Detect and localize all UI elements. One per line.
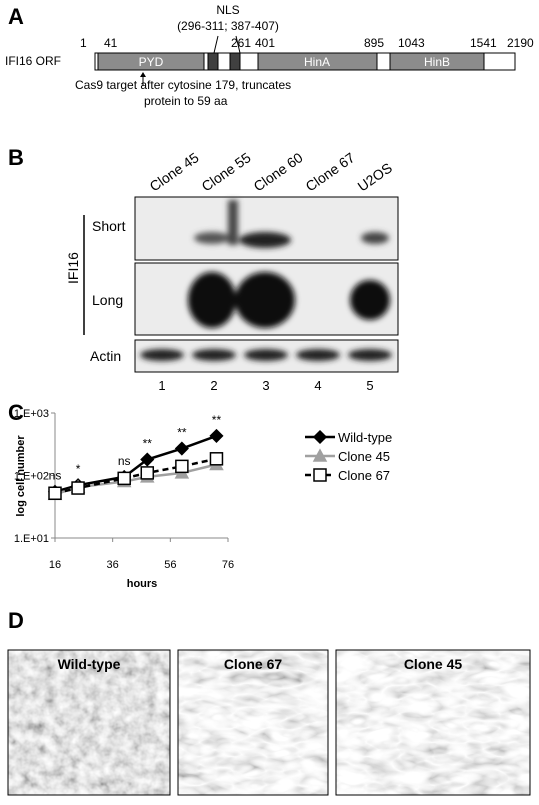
y-tick-label: 1.E+01: [14, 533, 49, 545]
x-tick-label: 16: [49, 559, 61, 571]
significance-label: ns: [49, 469, 62, 483]
position: 1043: [398, 36, 425, 50]
lane-number: 1: [158, 378, 165, 393]
marker-diamond: [174, 441, 189, 456]
panel-letter: B: [8, 145, 24, 170]
micrograph-label: Clone 67: [224, 656, 283, 672]
marker-square: [209, 452, 224, 466]
nls-title: NLS: [216, 3, 239, 17]
nls-box: [229, 52, 241, 71]
position: 895: [364, 36, 384, 50]
x-tick-label: 36: [107, 559, 119, 571]
lane-number: 2: [210, 378, 217, 393]
x-axis-label: hours: [127, 578, 158, 590]
marker-diamond: [312, 429, 328, 445]
x-tick-label: 76: [222, 559, 234, 571]
position: 2190: [507, 36, 534, 50]
position: 41: [104, 36, 118, 50]
marker-square: [48, 486, 62, 500]
nls-range: (296-311; 387-407): [177, 19, 279, 33]
micrograph-label: Wild-type: [58, 656, 121, 672]
blot-short: [134, 196, 399, 261]
legend-label: Wild-type: [338, 430, 392, 445]
marker-triangle: [312, 448, 328, 462]
orf-label: IFI16 ORF: [5, 54, 61, 68]
micrograph-label: Clone 45: [404, 656, 463, 672]
lane-label: Clone 67: [303, 149, 358, 194]
panel-letter: D: [8, 608, 24, 633]
significance-label: *: [76, 462, 81, 476]
domain-label: HinB: [424, 55, 450, 69]
legend-label: Clone 45: [338, 449, 390, 464]
y-tick-label: 1.E+03: [14, 408, 49, 420]
cas9-note: Cas9 target after cytosine 179, truncate…: [75, 78, 291, 92]
position: 401: [255, 36, 275, 50]
panel-letter: A: [8, 4, 24, 29]
x-tick-label: 56: [164, 559, 176, 571]
micrograph-frame: [177, 649, 329, 796]
micrograph: [335, 649, 531, 796]
lane-label: U2OS: [355, 159, 395, 194]
row-label: Long: [92, 292, 123, 308]
row-label: Actin: [90, 348, 121, 364]
legend-label: Clone 67: [338, 468, 390, 483]
lane-number: 3: [262, 378, 269, 393]
lane-number: 4: [314, 378, 321, 393]
cas9-arrowhead: [140, 72, 146, 77]
cas9-note: protein to 59 aa: [144, 94, 228, 108]
marker-square: [175, 459, 189, 474]
domain-box: [257, 52, 378, 71]
nls-pointer: [213, 35, 219, 54]
significance-label: ns: [118, 454, 131, 468]
marker-square: [313, 468, 327, 482]
significance-label: **: [212, 413, 222, 427]
position: 261: [231, 36, 251, 50]
marker-square: [117, 471, 131, 486]
micrograph: [177, 649, 329, 796]
micrograph-frame: [335, 649, 531, 796]
bands: [140, 200, 392, 361]
lane-label: Clone 55: [199, 149, 254, 194]
y-tick-label: 1.E+02: [14, 471, 49, 483]
lane-label: Clone 60: [251, 149, 306, 194]
domain-label: HinA: [304, 55, 330, 69]
panel-letter: C: [8, 400, 24, 425]
domain-box: [389, 52, 485, 71]
significance-label: **: [177, 426, 187, 440]
micrographs: Wild-type Clone 67 Clone 45: [7, 649, 531, 796]
marker-square: [71, 481, 85, 495]
nls-box: [207, 52, 219, 71]
positions: 1 41 261 401 895 1043 1541 2190: [80, 36, 534, 50]
group-label: IFI16: [65, 252, 81, 284]
domain-box: [97, 52, 205, 71]
position: 1541: [470, 36, 497, 50]
marker-square: [140, 466, 155, 480]
row-label: Short: [92, 218, 126, 234]
micrograph-frame: [7, 649, 171, 796]
marker-diamond: [140, 452, 155, 467]
position: 1: [80, 36, 87, 50]
y-axis-label: log cell number: [15, 435, 27, 517]
significance-label: **: [143, 437, 153, 451]
lane-label: Clone 45: [147, 149, 202, 194]
growth-chart: 1.E+01 1.E+02 1.E+03 16 36 56 76 hours log cell …: [14, 408, 392, 590]
nls-pointer: [235, 35, 241, 54]
domain-label: PYD: [139, 55, 164, 69]
marker-diamond: [209, 428, 224, 443]
lane-number: 5: [366, 378, 373, 393]
